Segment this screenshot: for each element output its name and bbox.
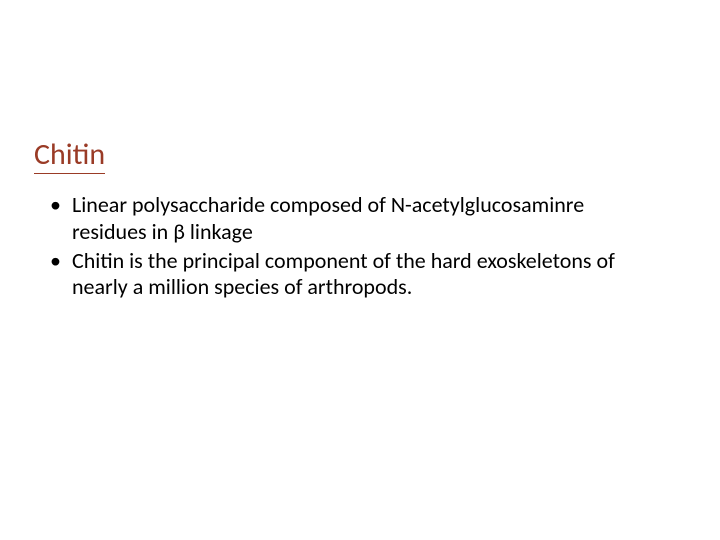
slide: Chitin Linear polysaccharide composed of… xyxy=(0,0,720,540)
list-item: Chitin is the principal component of the… xyxy=(42,248,662,302)
list-item: Linear polysaccharide composed of N-acet… xyxy=(42,192,662,246)
slide-body: Linear polysaccharide composed of N-acet… xyxy=(42,192,662,303)
bullet-list: Linear polysaccharide composed of N-acet… xyxy=(42,192,662,301)
slide-title: Chitin xyxy=(34,138,105,174)
